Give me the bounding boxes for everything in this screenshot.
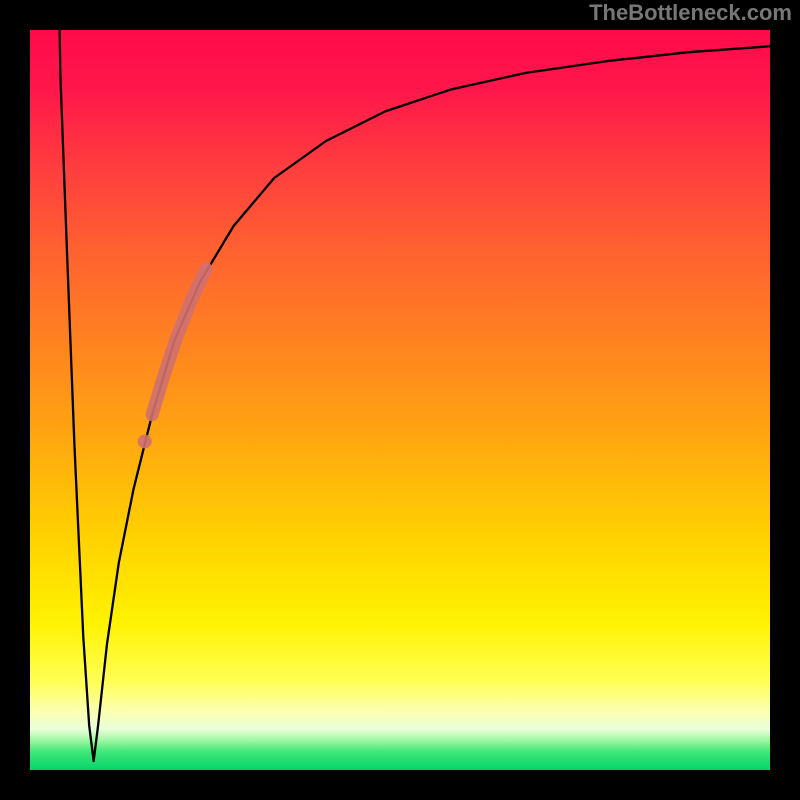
chart-root: TheBottleneck.com xyxy=(0,0,800,800)
watermark-text: TheBottleneck.com xyxy=(589,0,792,26)
plot-background xyxy=(30,30,770,770)
curve-highlight-dot xyxy=(138,434,152,448)
chart-svg xyxy=(0,0,800,800)
